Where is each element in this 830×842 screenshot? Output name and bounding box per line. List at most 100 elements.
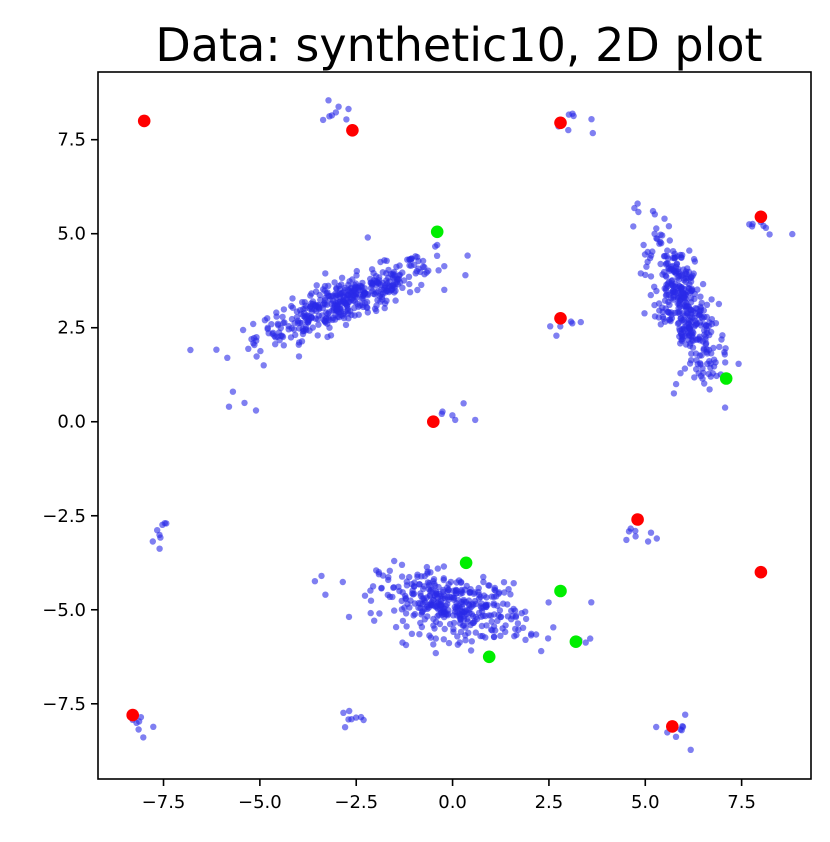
- data-point: [392, 623, 400, 631]
- data-point: [381, 300, 389, 307]
- data-point: [687, 746, 694, 753]
- data-point: [675, 276, 682, 283]
- data-point: [163, 520, 170, 527]
- data-point: [348, 296, 355, 303]
- data-point: [187, 346, 194, 354]
- data-point: [289, 304, 296, 311]
- data-point: [488, 626, 495, 633]
- data-point: [464, 252, 471, 259]
- data-point: [440, 586, 447, 594]
- data-point: [446, 620, 454, 628]
- data-point: [656, 240, 663, 247]
- data-point: [716, 343, 723, 351]
- data-point: [651, 301, 658, 309]
- data-point: [351, 287, 358, 294]
- data-point: [150, 723, 157, 730]
- data-point: [368, 279, 375, 286]
- data-point: [418, 281, 425, 289]
- data-point: [368, 266, 376, 273]
- data-point: [721, 404, 729, 411]
- data-point: [703, 346, 710, 353]
- data-point: [271, 332, 278, 340]
- data-point: [671, 289, 679, 296]
- data-point: [381, 304, 388, 312]
- data-point: [431, 625, 438, 632]
- data-point: [477, 603, 484, 610]
- data-point: [699, 280, 707, 288]
- data-point: [706, 386, 713, 393]
- data-point: [378, 584, 385, 592]
- data-point: [296, 319, 304, 326]
- data-point: [697, 293, 704, 300]
- y-tick-label: −2.5: [42, 506, 86, 527]
- data-point: [406, 289, 414, 296]
- data-point: [302, 313, 309, 321]
- data-point: [364, 290, 372, 298]
- data-point: [544, 635, 552, 642]
- data-point: [672, 269, 679, 276]
- data-point: [371, 305, 379, 312]
- data-point: [372, 273, 380, 280]
- data-point: [445, 639, 453, 647]
- data-point: [441, 263, 448, 270]
- data-point: [522, 636, 529, 643]
- data-point: [426, 592, 433, 600]
- data-point: [299, 330, 307, 338]
- data-point: [569, 320, 576, 327]
- data-point: [719, 332, 726, 339]
- data-point: [435, 611, 442, 618]
- data-point: [321, 282, 329, 290]
- x-tick-label: 5.0: [631, 792, 660, 813]
- data-point: [553, 332, 560, 339]
- data-point: [701, 380, 708, 387]
- data-point: [582, 639, 589, 646]
- data-point: [661, 297, 669, 304]
- green-center-point: [459, 556, 473, 570]
- y-tick-label: 0.0: [57, 412, 86, 433]
- data-point: [349, 276, 356, 283]
- data-point: [140, 734, 147, 741]
- data-point: [353, 272, 360, 279]
- data-point: [391, 607, 398, 614]
- data-point: [649, 207, 657, 215]
- red-center-point: [631, 513, 644, 526]
- chart-title: Data: synthetic10, 2D plot: [155, 18, 762, 72]
- data-point: [367, 609, 374, 617]
- data-point: [449, 412, 456, 419]
- data-point: [312, 288, 320, 295]
- data-point: [444, 612, 451, 619]
- data-point: [389, 593, 396, 601]
- data-point: [451, 603, 458, 611]
- data-point: [307, 292, 314, 299]
- data-point: [432, 635, 439, 642]
- data-point: [696, 337, 704, 344]
- data-point: [631, 204, 638, 212]
- red-center-point: [126, 708, 139, 722]
- data-point: [470, 619, 477, 626]
- data-point: [789, 230, 796, 238]
- data-point: [698, 352, 705, 359]
- data-point: [342, 321, 350, 329]
- green-center-point: [554, 584, 567, 598]
- data-point: [653, 723, 660, 731]
- data-point: [367, 587, 374, 594]
- data-point: [419, 257, 427, 265]
- data-point: [264, 324, 271, 331]
- data-point: [401, 604, 408, 611]
- data-point: [707, 328, 715, 336]
- data-point: [380, 286, 388, 293]
- data-point: [314, 332, 321, 339]
- data-point: [749, 220, 756, 228]
- data-point: [510, 605, 517, 613]
- data-point: [318, 572, 325, 580]
- data-point: [665, 291, 672, 298]
- data-point: [675, 305, 682, 312]
- data-point: [623, 536, 630, 544]
- data-point: [331, 279, 338, 286]
- data-point: [703, 313, 710, 321]
- data-point: [760, 222, 767, 229]
- data-point: [445, 581, 452, 588]
- data-point: [280, 306, 288, 313]
- data-point: [371, 617, 378, 624]
- data-point: [264, 315, 271, 322]
